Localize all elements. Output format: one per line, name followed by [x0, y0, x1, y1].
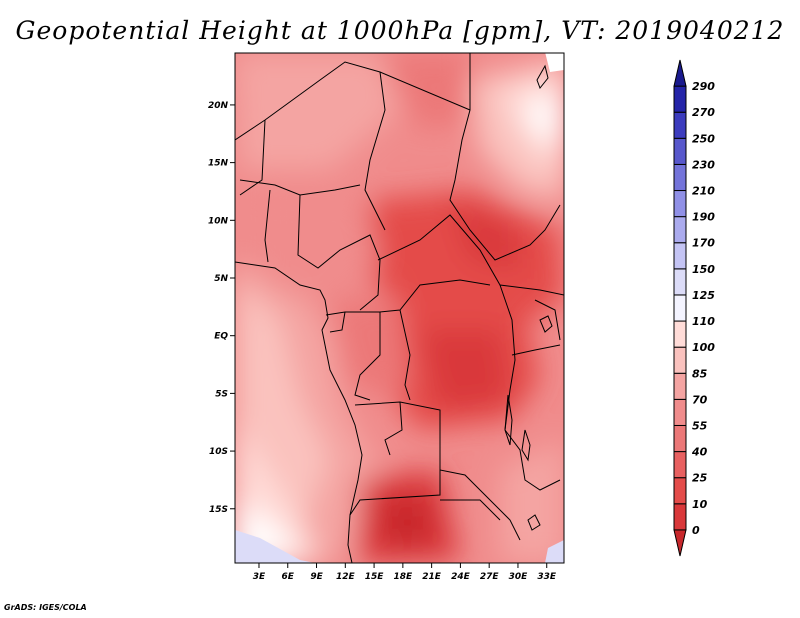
colorbar-swatch [673, 372, 687, 400]
x-axis: 3E 6E 9E 12E 15E 18E 21E 24E 27E 30E 33E [253, 563, 557, 582]
colorbar-swatch [673, 163, 687, 192]
heatmap-field [235, 53, 564, 563]
y-tick-label: 5N [214, 274, 228, 284]
colorbar-label: 55 [692, 419, 708, 432]
x-tick-label: 27E [480, 572, 500, 582]
colorbar-label: 100 [692, 341, 715, 354]
colorbar-swatch [673, 85, 687, 113]
chart-title: Geopotential Height at 1000hPa [gpm], VT… [15, 16, 785, 45]
colorbar-swatch [673, 59, 687, 87]
colorbar-label: 190 [692, 211, 715, 224]
colorbar-swatch [673, 477, 687, 505]
x-tick-label: 24E [451, 572, 471, 582]
colorbar-label: 85 [692, 367, 708, 380]
colorbar-label: 125 [692, 289, 715, 302]
x-tick-label: 12E [336, 572, 356, 582]
colorbar-swatch [673, 216, 687, 244]
colorbar-swatch [673, 346, 687, 374]
y-tick-label: 5S [215, 389, 228, 399]
y-tick-label: EQ [214, 332, 228, 342]
colorbar-label: 25 [692, 472, 708, 485]
y-tick-label: 15S [209, 505, 228, 515]
colorbar-swatch [673, 294, 687, 322]
colorbar-swatch [673, 320, 687, 348]
x-tick-label: 15E [365, 572, 385, 582]
colorbar-swatch [673, 190, 687, 218]
y-tick-label: 10N [208, 216, 229, 226]
grads-credit: GrADS: IGES/COLA [4, 603, 87, 612]
colorbar-swatch [673, 503, 687, 531]
y-tick-label: 10S [209, 447, 228, 457]
colorbar-label: 270 [692, 106, 715, 119]
x-tick-label: 9E [310, 572, 323, 582]
colorbar-label: 110 [692, 315, 715, 328]
colorbar-swatch [673, 451, 687, 479]
colorbar-swatch [673, 529, 687, 557]
colorbar-label: 150 [692, 263, 715, 276]
colorbar-label: 0 [692, 524, 700, 537]
colorbar-swatch [673, 111, 687, 139]
colorbar-swatch [673, 268, 687, 296]
country-borders [235, 53, 564, 563]
colorbar-swatch [673, 424, 687, 453]
colorbar-label: 170 [692, 237, 715, 250]
x-tick-label: 30E [509, 572, 529, 582]
colorbar-label: 230 [692, 158, 715, 171]
y-axis: 20N 15N 10N 5N EQ 5S 10S 15S [208, 101, 235, 515]
colorbar-label: 210 [692, 185, 715, 198]
colorbar: 0 10 25 40 55 70 85 100 110 125 150 170 190 210 230 250… [673, 59, 715, 557]
y-tick-label: 20N [208, 101, 229, 111]
x-tick-label: 3E [253, 572, 266, 582]
colorbar-label: 70 [692, 393, 708, 406]
x-tick-label: 33E [537, 572, 557, 582]
x-tick-label: 6E [282, 572, 295, 582]
x-tick-label: 21E [422, 572, 442, 582]
colorbar-label: 40 [691, 446, 708, 459]
colorbar-label: 250 [692, 132, 715, 145]
colorbar-swatch [673, 137, 687, 165]
colorbar-swatch [673, 398, 687, 426]
plot-frame [234, 52, 565, 564]
colorbar-swatch [673, 242, 687, 270]
y-tick-label: 15N [208, 159, 229, 169]
x-tick-label: 18E [394, 572, 414, 582]
colorbar-label: 290 [692, 80, 715, 93]
colorbar-label: 10 [692, 498, 708, 511]
